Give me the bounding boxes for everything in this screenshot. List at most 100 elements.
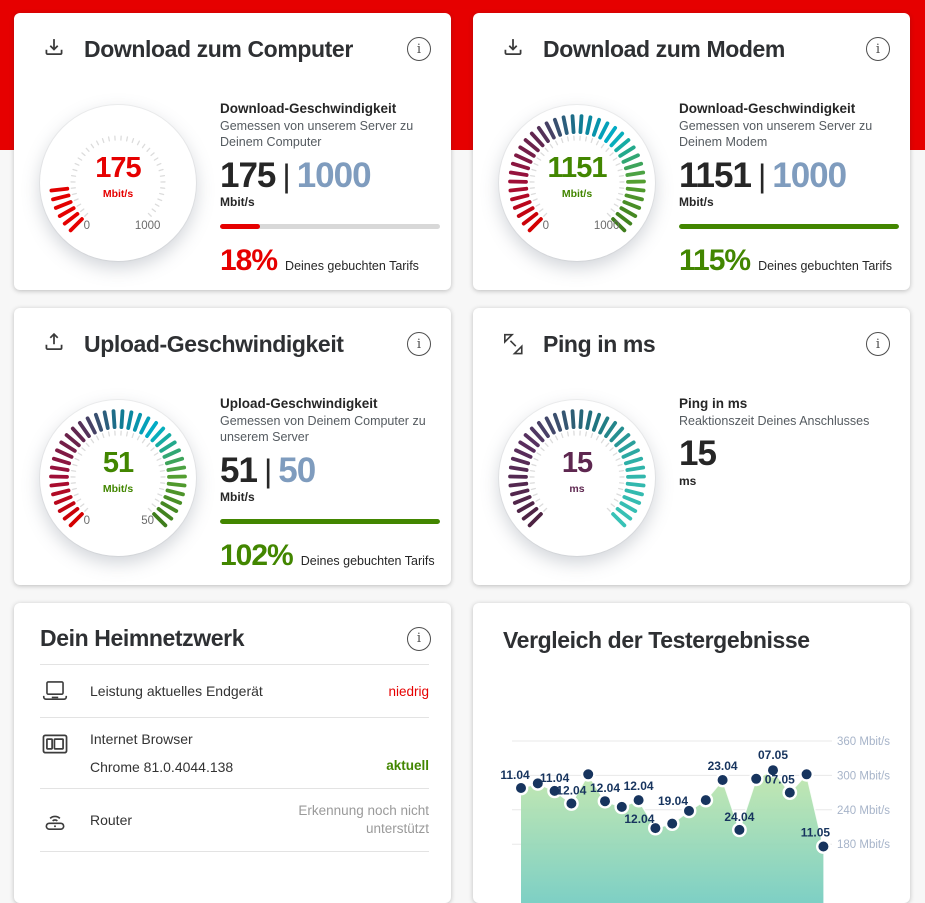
home-network-list: Leistung aktuelles Endgerät niedrig Inte… — [40, 664, 429, 852]
detail-title: Upload-Geschwindigkeit — [220, 396, 440, 411]
value-separator: | — [282, 158, 289, 194]
svg-text:11.04: 11.04 — [540, 771, 570, 785]
item-text: Router — [90, 812, 249, 828]
detail-description: Reaktionszeit Deines Anschlusses — [679, 413, 899, 429]
svg-text:300 Mbit/s: 300 Mbit/s — [837, 770, 890, 782]
laptop-icon — [40, 678, 74, 704]
percent-suffix: Deines gebuchten Tarifs — [301, 554, 435, 568]
measurement-details: Download-Geschwindigkeit Gemessen von un… — [679, 101, 899, 278]
info-icon[interactable]: i — [407, 37, 431, 61]
info-icon[interactable]: i — [866, 37, 890, 61]
info-icon[interactable]: i — [407, 627, 431, 651]
svg-text:12.04: 12.04 — [590, 781, 620, 795]
gauge-value: 175 — [95, 154, 140, 183]
svg-text:12.04: 12.04 — [624, 779, 654, 793]
percent-value: 18% — [220, 244, 277, 278]
card-title: Vergleich der Testergebnisse — [503, 627, 810, 654]
card-home-network: Dein Heimnetzwerk i Leistung aktuelles E… — [14, 603, 451, 903]
upload-icon — [40, 330, 68, 358]
speed-values: 175|1000 — [220, 158, 440, 195]
card-title: Dein Heimnetzwerk — [40, 625, 244, 652]
svg-text:240 Mbit/s: 240 Mbit/s — [837, 805, 890, 817]
booked-value: 1000 — [772, 156, 846, 195]
svg-text:07.05: 07.05 — [765, 773, 795, 787]
card-header: Download zum Computer i — [14, 13, 451, 63]
browser-icon — [40, 731, 74, 775]
ping-gauge: 15 ms — [499, 400, 655, 556]
unit-label: ms — [679, 474, 899, 488]
svg-text:12.04: 12.04 — [624, 812, 654, 826]
percent-row: 115% Deines gebuchten Tarifs — [679, 244, 899, 278]
card-header: Download zum Modem i — [473, 13, 910, 63]
status-badge: Erkennung noch nicht unterstützt — [259, 802, 429, 838]
item-text: Internet Browser Chrome 81.0.4044.138 — [90, 731, 376, 775]
svg-text:07.05: 07.05 — [758, 748, 788, 762]
svg-text:12.04: 12.04 — [556, 784, 586, 798]
ping-value: 15 — [679, 436, 899, 473]
card-header: Upload-Geschwindigkeit i — [14, 308, 451, 358]
gauge-min-label: 0 — [71, 220, 102, 232]
gauge-value: 51 — [103, 449, 133, 478]
card-download-modem: Download zum Modem i 1151 Mbit/s 0 1000 … — [473, 13, 910, 290]
card-header: Ping in ms i — [473, 308, 910, 358]
percent-suffix: Deines gebuchten Tarifs — [758, 259, 892, 273]
gauge-value-block: 15 ms — [499, 394, 655, 550]
speed-values: 51|50 — [220, 453, 440, 490]
router-icon — [40, 807, 74, 833]
item-sub-label: Chrome 81.0.4044.138 — [90, 759, 376, 775]
tariff-progress-bar — [679, 224, 899, 229]
list-item-router: Router Erkennung noch nicht unterstützt — [40, 789, 429, 852]
measurement-details: Download-Geschwindigkeit Gemessen von un… — [220, 101, 440, 278]
svg-text:23.04: 23.04 — [708, 759, 738, 773]
download-computer-gauge: 175 Mbit/s 0 1000 — [40, 105, 196, 261]
measurement-details: Upload-Geschwindigkeit Gemessen von Dein… — [220, 396, 440, 573]
detail-description: Gemessen von unserem Server zu Deinem Mo… — [679, 118, 899, 151]
item-label: Router — [90, 812, 249, 828]
svg-text:11.05: 11.05 — [801, 826, 831, 840]
gauge-unit: ms — [569, 483, 584, 495]
gauge-value: 1151 — [548, 154, 607, 183]
measured-value: 1151 — [679, 156, 751, 195]
measured-value: 175 — [220, 156, 275, 195]
gauge-min-label: 0 — [71, 515, 102, 527]
gauge-max-label: 1000 — [121, 220, 174, 232]
card-download-computer: Download zum Computer i 175 Mbit/s 0 100… — [14, 13, 451, 290]
measured-value: 51 — [220, 451, 257, 490]
card-upload: Upload-Geschwindigkeit i 51 Mbit/s 0 50 … — [14, 308, 451, 585]
percent-row: 102% Deines gebuchten Tarifs — [220, 539, 440, 573]
value-separator: | — [758, 158, 765, 194]
detail-description: Gemessen von unserem Server zu Deinem Co… — [220, 118, 440, 151]
list-item-device: Leistung aktuelles Endgerät niedrig — [40, 665, 429, 718]
item-label: Leistung aktuelles Endgerät — [90, 683, 378, 699]
info-icon[interactable]: i — [407, 332, 431, 356]
svg-text:24.04: 24.04 — [724, 810, 754, 824]
detail-title: Download-Geschwindigkeit — [679, 101, 899, 116]
card-title: Download zum Computer — [84, 36, 353, 63]
detail-title: Ping in ms — [679, 396, 899, 411]
card-ping: Ping in ms i 15 ms Ping in ms Reaktionsz… — [473, 308, 910, 585]
tariff-progress-bar — [220, 224, 440, 229]
svg-text:11.04: 11.04 — [500, 768, 530, 782]
unit-label: Mbit/s — [220, 490, 440, 504]
gauge-unit: Mbit/s — [103, 483, 133, 495]
download-icon — [40, 35, 68, 63]
percent-suffix: Deines gebuchten Tarifs — [285, 259, 419, 273]
status-badge: niedrig — [388, 684, 429, 699]
gauge-max-label: 1000 — [580, 220, 633, 232]
gauge-min-label: 0 — [530, 220, 561, 232]
upload-gauge: 51 Mbit/s 0 50 — [40, 400, 196, 556]
card-header: Dein Heimnetzwerk i — [14, 603, 451, 652]
detail-description: Gemessen von Deinem Computer zu unserem … — [220, 413, 440, 446]
percent-value: 115% — [679, 244, 750, 278]
info-icon[interactable]: i — [866, 332, 890, 356]
status-badge: aktuell — [386, 758, 429, 773]
item-text: Leistung aktuelles Endgerät — [90, 683, 378, 699]
card-title: Ping in ms — [543, 331, 655, 358]
value-separator: | — [264, 453, 271, 489]
tariff-progress-bar — [220, 519, 440, 524]
ping-arrows-icon — [499, 330, 527, 358]
card-title: Upload-Geschwindigkeit — [84, 331, 344, 358]
card-title: Download zum Modem — [543, 36, 785, 63]
